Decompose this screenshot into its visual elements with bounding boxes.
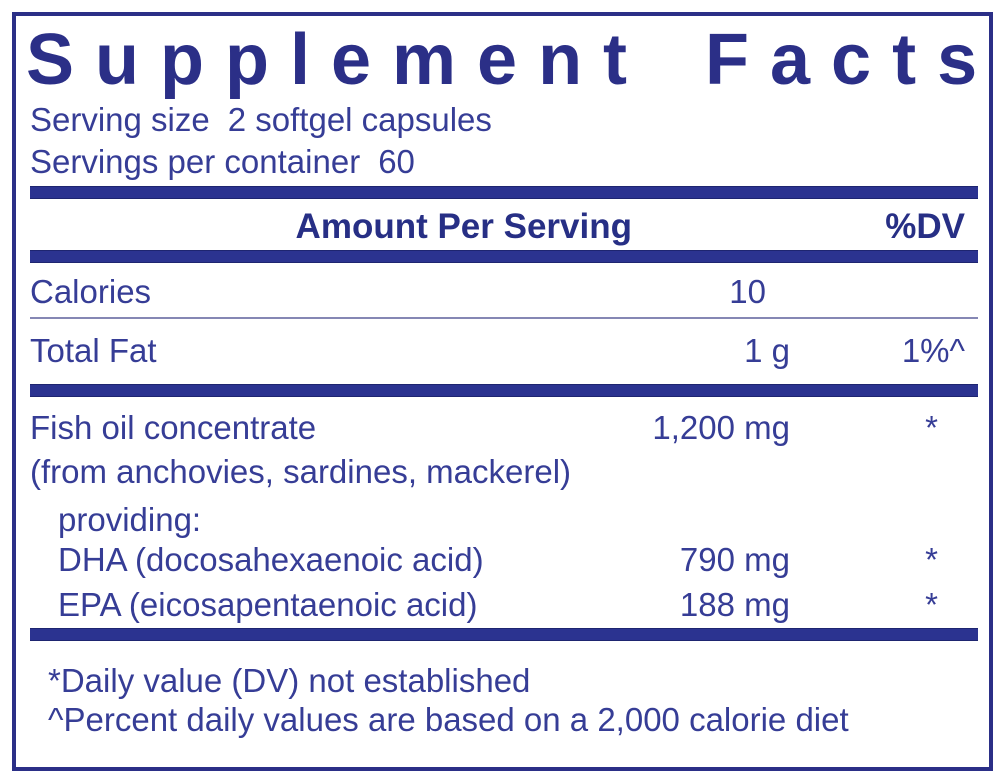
serving-size-value: 2 softgel capsules [227, 101, 492, 138]
supplement-facts-panel: Supplement Facts Serving size 2 softgel c… [12, 12, 993, 771]
fish-oil-row: Fish oil concentrate 1,200 mg * [30, 409, 978, 447]
total-fat-amount: 1 g [744, 332, 790, 369]
thick-bar-under-total-fat [30, 384, 978, 397]
servings-per-container-label: Servings per container [30, 143, 361, 180]
footnote-daily-value: *Daily value (DV) not established [48, 662, 531, 699]
epa-name: EPA (eicosapentaenoic acid) [58, 586, 478, 623]
providing-row: providing: [30, 501, 978, 539]
thick-bar-under-header [30, 250, 978, 263]
panel-title: Supplement Facts [26, 20, 999, 100]
epa-dv: * [925, 586, 938, 623]
total-fat-name: Total Fat [30, 332, 157, 369]
fish-oil-dv: * [925, 409, 938, 446]
total-fat-row: Total Fat 1 g 1%^ [30, 332, 978, 370]
serving-size-label: Serving size [30, 101, 210, 138]
dha-amount: 790 mg [679, 541, 790, 578]
calories-name: Calories [30, 273, 152, 310]
calories-dv [800, 273, 978, 311]
percent-dv-header: %DV [885, 207, 965, 246]
column-header-row: Amount Per Serving %DV [30, 207, 978, 247]
serving-size-line: Serving size 2 softgel capsules [30, 101, 492, 138]
fish-oil-amount: 1,200 mg [652, 409, 790, 446]
total-fat-dv: 1%^ [901, 332, 965, 369]
servings-per-container-line: Servings per container 60 [30, 143, 415, 180]
amount-per-serving-header: Amount Per Serving [295, 207, 632, 246]
servings-per-container-value: 60 [378, 143, 415, 180]
thin-rule-calories [30, 317, 978, 319]
providing-name: providing: [58, 501, 202, 538]
fish-oil-source-row: (from anchovies, sardines, mackerel) [30, 453, 978, 491]
epa-row: EPA (eicosapentaenoic acid) 188 mg * [30, 586, 978, 624]
thick-bar-bottom [30, 628, 978, 641]
dha-row: DHA (docosahexaenoic acid) 790 mg * [30, 541, 978, 579]
fish-oil-name: Fish oil concentrate [30, 409, 317, 446]
calories-row: Calories 10 [30, 273, 978, 311]
calories-amount: 10 [729, 273, 766, 310]
epa-amount: 188 mg [679, 586, 790, 623]
footnote-percent-dv: ^Percent daily values are based on a 2,0… [48, 701, 849, 738]
thick-bar-top [30, 186, 978, 199]
dha-dv: * [925, 541, 938, 578]
dha-name: DHA (docosahexaenoic acid) [58, 541, 484, 578]
fish-oil-source-name: (from anchovies, sardines, mackerel) [30, 453, 572, 490]
